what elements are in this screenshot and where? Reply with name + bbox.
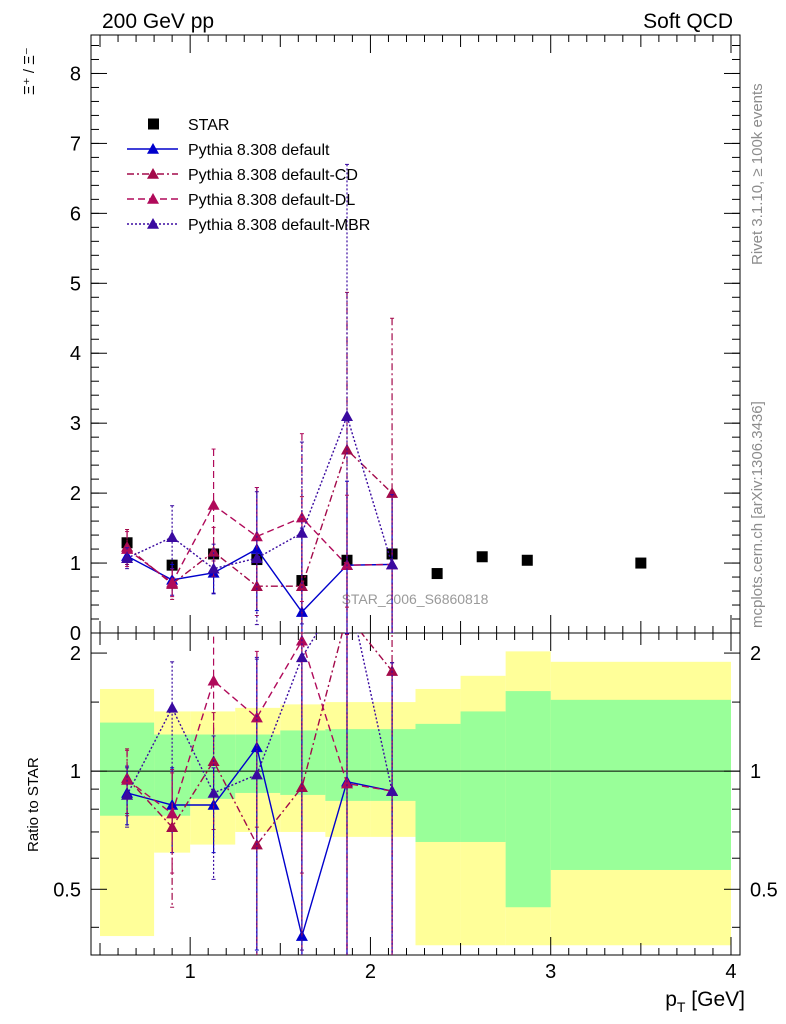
main-y-tick-label: 5 bbox=[70, 273, 81, 295]
analysis-watermark: STAR_2006_S6860818 bbox=[342, 591, 489, 607]
main-y-tick-label: 1 bbox=[70, 553, 81, 575]
legend-label: Pythia 8.308 default-MBR bbox=[188, 217, 370, 234]
main-series-line bbox=[126, 503, 393, 584]
band-green-2 bbox=[190, 734, 236, 799]
mcplots-source-label: mcplots.cern.ch [arXiv:1306.3436] bbox=[749, 401, 766, 628]
ratio-series-marker bbox=[166, 807, 179, 819]
legend-marker-triangle bbox=[147, 218, 159, 229]
main-y-tick-label: 4 bbox=[70, 343, 81, 365]
header-right: Soft QCD bbox=[643, 10, 733, 33]
legend-item-4: Pythia 8.308 default-MBR bbox=[127, 217, 370, 234]
legend-item-3: Pythia 8.308 default-DL bbox=[127, 192, 355, 209]
main-series-marker bbox=[207, 499, 220, 510]
legend-label: Pythia 8.308 default bbox=[188, 142, 330, 159]
ratio-x-tick-label: 2 bbox=[365, 961, 376, 983]
ratio-series-marker bbox=[295, 651, 308, 663]
ratio-y-tick-label-right: 1 bbox=[750, 761, 761, 783]
main-series-marker bbox=[386, 558, 399, 570]
main-y-tick-label: 0 bbox=[70, 623, 81, 645]
main-series-marker bbox=[166, 531, 179, 542]
main-series-marker bbox=[340, 410, 353, 421]
main-series-marker bbox=[121, 552, 134, 563]
ratio-series-marker bbox=[121, 773, 134, 785]
main-y-tick-label: 3 bbox=[70, 413, 81, 435]
main-star-point bbox=[521, 554, 533, 566]
ratio-series-marker bbox=[386, 665, 399, 676]
ratio-series-marker bbox=[250, 741, 263, 753]
main-series-line bbox=[126, 414, 393, 570]
main-series-marker bbox=[250, 552, 263, 563]
legend-marker-triangle bbox=[147, 168, 159, 179]
ratio-series-marker bbox=[340, 777, 353, 789]
main-series-marker bbox=[295, 580, 308, 591]
main-series-marker bbox=[207, 562, 220, 574]
ratio-y-tick-label-right: 2 bbox=[750, 643, 761, 665]
legend-label: Pythia 8.308 default-CD bbox=[188, 167, 358, 184]
legend-marker-square bbox=[148, 118, 159, 130]
main-series-marker bbox=[295, 526, 308, 538]
legend-label: STAR bbox=[188, 117, 229, 134]
ratio-series-marker bbox=[250, 768, 263, 780]
ratio-y-tick-label: 2 bbox=[70, 643, 81, 665]
ratio-series-marker bbox=[207, 786, 220, 798]
main-y-tick-label: 2 bbox=[70, 483, 81, 505]
header-left: 200 GeV pp bbox=[102, 10, 214, 33]
band-green-10 bbox=[550, 699, 731, 870]
ratio-plot-data bbox=[121, 633, 399, 955]
main-series-marker bbox=[166, 576, 179, 588]
main-star-point bbox=[635, 557, 647, 569]
main-series-2 bbox=[121, 291, 399, 633]
main-star-point bbox=[431, 568, 443, 580]
legend-marker-triangle bbox=[147, 143, 159, 154]
band-green-7 bbox=[415, 723, 461, 842]
ratio-x-tick-label: 3 bbox=[545, 961, 556, 983]
main-plot-data bbox=[121, 163, 647, 633]
ratio-series-3 bbox=[121, 633, 399, 955]
axis-ticks: 0 1 2 3 4 5 6 7 8 1 2 3 4 0.5 0.5 1 1 2 2 bbox=[53, 35, 778, 983]
main-y-tick-label: 7 bbox=[70, 133, 81, 155]
ratio-series-marker bbox=[166, 701, 179, 713]
main-y-tick-label: 6 bbox=[70, 203, 81, 225]
band-green-9 bbox=[505, 691, 551, 908]
ratio-x-tick-label: 1 bbox=[185, 961, 196, 983]
main-y-tick-label: 8 bbox=[70, 63, 81, 85]
ratio-plot-frame bbox=[90, 632, 741, 956]
main-series-marker bbox=[295, 511, 308, 523]
ratio-y-axis-label: Ratio to STAR bbox=[25, 757, 42, 852]
x-axis-label: pT [GeV] bbox=[665, 988, 745, 1015]
ratio-series-marker bbox=[386, 785, 399, 796]
legend: STAR Pythia 8.308 default Pythia 8.308 def… bbox=[127, 117, 370, 234]
ratio-series-marker bbox=[207, 674, 220, 686]
main-series-marker bbox=[386, 487, 399, 498]
ratio-y-tick-label: 0.5 bbox=[53, 879, 81, 901]
main-star-point bbox=[476, 551, 488, 563]
main-series-4 bbox=[121, 163, 399, 633]
legend-marker-triangle bbox=[147, 193, 159, 204]
legend-item-0: STAR bbox=[148, 117, 229, 134]
rivet-version-label: Rivet 3.1.10, ≥ 100k events bbox=[749, 83, 766, 265]
ratio-series-marker bbox=[295, 781, 308, 793]
ratio-series-marker bbox=[121, 788, 134, 800]
ratio-y-tick-label-right: 0.5 bbox=[750, 879, 778, 901]
main-y-axis-label: Ξ⁺ / Ξ⁻ bbox=[21, 47, 38, 95]
legend-item-1: Pythia 8.308 default bbox=[127, 142, 330, 159]
band-green-5 bbox=[325, 729, 371, 801]
band-green-8 bbox=[460, 711, 506, 842]
ratio-x-tick-label: 4 bbox=[725, 961, 736, 983]
ratio-y-tick-label: 1 bbox=[70, 761, 81, 783]
legend-label: Pythia 8.308 default-DL bbox=[188, 192, 355, 209]
ratio-uncertainty-bands bbox=[91, 651, 740, 946]
legend-item-2: Pythia 8.308 default-CD bbox=[127, 167, 358, 184]
